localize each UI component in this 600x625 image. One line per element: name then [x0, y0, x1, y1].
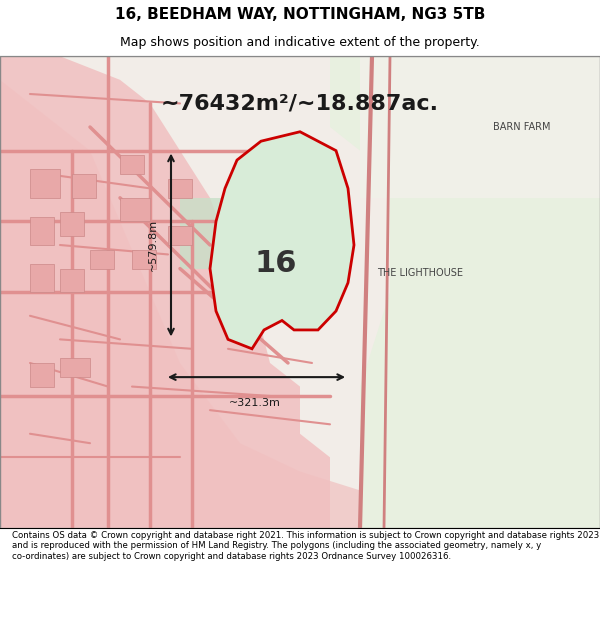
Polygon shape [330, 56, 600, 528]
Bar [120, 156, 144, 174]
Bar [60, 358, 90, 377]
Bar [168, 226, 192, 245]
Text: BARN FARM: BARN FARM [493, 122, 551, 132]
Polygon shape [210, 132, 354, 349]
Text: ~321.3m: ~321.3m [229, 398, 281, 408]
Bar [60, 212, 84, 236]
Polygon shape [0, 56, 330, 528]
Polygon shape [180, 198, 270, 269]
Bar [30, 169, 60, 198]
Polygon shape [360, 56, 600, 198]
Bar [72, 174, 96, 198]
Text: THE LIGHTHOUSE: THE LIGHTHOUSE [377, 268, 463, 278]
Bar [132, 250, 156, 269]
Text: Contains OS data © Crown copyright and database right 2021. This information is : Contains OS data © Crown copyright and d… [12, 531, 599, 561]
Bar [90, 250, 114, 269]
Text: ~76432m²/~18.887ac.: ~76432m²/~18.887ac. [161, 93, 439, 114]
Polygon shape [0, 80, 360, 528]
Bar [60, 269, 84, 292]
Bar [30, 217, 54, 245]
Text: 16: 16 [255, 249, 297, 278]
Text: ~579.8m: ~579.8m [148, 219, 158, 271]
Bar [30, 363, 54, 386]
Text: 16, BEEDHAM WAY, NOTTINGHAM, NG3 5TB: 16, BEEDHAM WAY, NOTTINGHAM, NG3 5TB [115, 6, 485, 21]
Bar [120, 198, 150, 221]
Text: Map shows position and indicative extent of the property.: Map shows position and indicative extent… [120, 36, 480, 49]
Bar [168, 179, 192, 198]
Bar [30, 264, 54, 292]
